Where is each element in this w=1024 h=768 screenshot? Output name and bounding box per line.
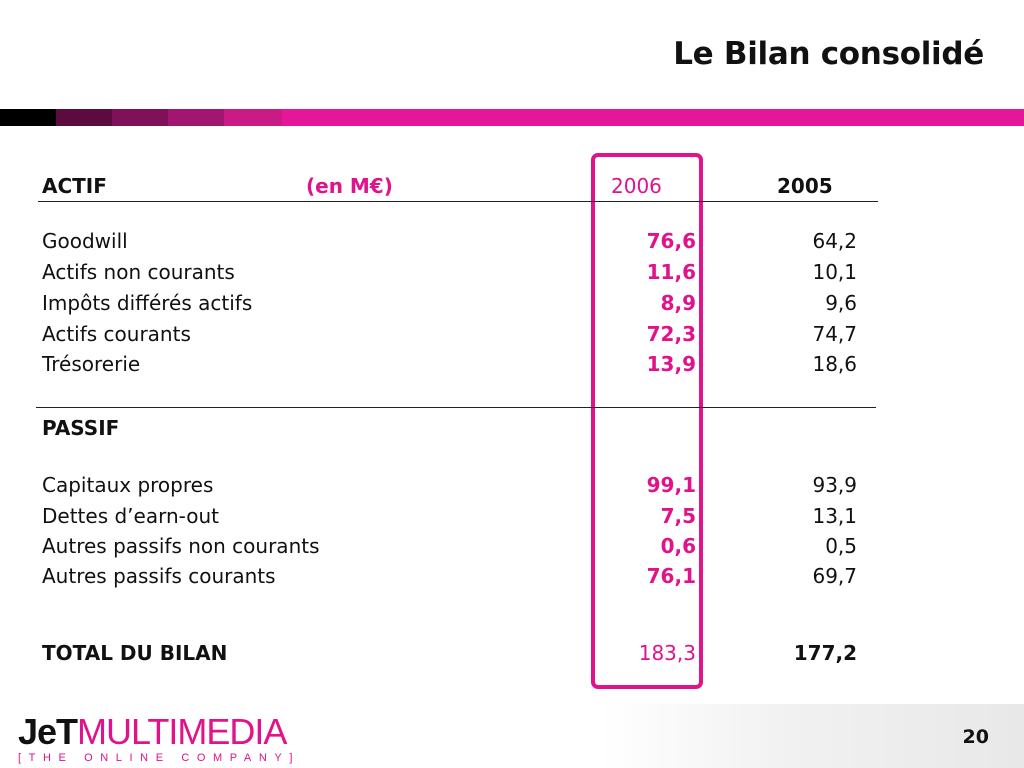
- value-2005: 74,7: [812, 322, 857, 346]
- logo-wordmark: JeTMULTIMEDIA: [18, 714, 300, 751]
- logo-brand-black: JeT: [18, 711, 78, 752]
- value-2005: 0,5: [825, 534, 857, 558]
- value-2006: 7,5: [660, 504, 696, 528]
- current-year-highlight-box: [591, 153, 703, 689]
- value-2006: 76,6: [646, 229, 696, 253]
- table-row: Capitaux propres 99,1 93,9: [0, 473, 1024, 501]
- stripe-segment: [112, 109, 168, 126]
- value-2006: 8,9: [660, 291, 696, 315]
- year-2005-header: 2005: [777, 174, 833, 198]
- value-2006: 0,6: [660, 534, 696, 558]
- stripe-segment: [224, 109, 282, 126]
- table-row: Autres passifs non courants 0,6 0,5: [0, 534, 1024, 562]
- table-row: Dettes d’earn-out 7,5 13,1: [0, 504, 1024, 532]
- stripe-segment: [56, 109, 112, 126]
- stripe-segment: [282, 109, 1024, 126]
- logo-brand-pink: MULTIMEDIA: [77, 711, 287, 752]
- row-label: Actifs non courants: [42, 260, 235, 284]
- table-row: Actifs non courants 11,6 10,1: [0, 260, 1024, 288]
- value-2006: 13,9: [646, 352, 696, 376]
- footer-background: [600, 704, 1024, 768]
- unit-label: (en M€): [306, 174, 393, 198]
- section-divider: [36, 407, 876, 408]
- passif-header: PASSIF: [42, 416, 120, 440]
- row-label: Impôts différés actifs: [42, 291, 253, 315]
- row-label: Capitaux propres: [42, 473, 214, 497]
- stripe-segment: [168, 109, 224, 126]
- row-label: Autres passifs courants: [42, 564, 276, 588]
- value-2005: 69,7: [812, 564, 857, 588]
- row-label: Dettes d’earn-out: [42, 504, 219, 528]
- actif-header: ACTIF: [42, 174, 107, 198]
- slide-title: Le Bilan consolidé: [673, 36, 984, 72]
- value-2005: 93,9: [812, 473, 857, 497]
- value-2006: 72,3: [646, 322, 696, 346]
- logo-tagline: [THE ONLINE COMPANY]: [18, 752, 300, 764]
- value-2006: 99,1: [646, 473, 696, 497]
- table-row: Actifs courants 72,3 74,7: [0, 322, 1024, 350]
- company-logo: JeTMULTIMEDIA [THE ONLINE COMPANY]: [18, 714, 300, 765]
- stripe-segment: [0, 109, 56, 126]
- row-label: Actifs courants: [42, 322, 191, 346]
- row-label: Goodwill: [42, 229, 128, 253]
- row-label: Autres passifs non courants: [42, 534, 320, 558]
- table-row: Trésorerie 13,9 18,6: [0, 352, 1024, 380]
- total-row: TOTAL DU BILAN 183,3 177,2: [0, 641, 1024, 669]
- value-2005: 64,2: [812, 229, 857, 253]
- value-2005: 18,6: [812, 352, 857, 376]
- total-2005: 177,2: [793, 641, 857, 665]
- table-row: Goodwill 76,6 64,2: [0, 229, 1024, 257]
- page-number: 20: [962, 726, 989, 748]
- value-2005: 10,1: [812, 260, 857, 284]
- value-2006: 11,6: [646, 260, 696, 284]
- header-divider: [38, 201, 878, 202]
- table-row: Impôts différés actifs 8,9 9,6: [0, 291, 1024, 319]
- year-2006-header: 2006: [611, 174, 662, 198]
- total-2006: 183,3: [638, 641, 696, 665]
- value-2005: 9,6: [825, 291, 857, 315]
- total-label: TOTAL DU BILAN: [42, 641, 228, 665]
- table-row: Autres passifs courants 76,1 69,7: [0, 564, 1024, 592]
- row-label: Trésorerie: [42, 352, 141, 376]
- value-2005: 13,1: [812, 504, 857, 528]
- value-2006: 76,1: [646, 564, 696, 588]
